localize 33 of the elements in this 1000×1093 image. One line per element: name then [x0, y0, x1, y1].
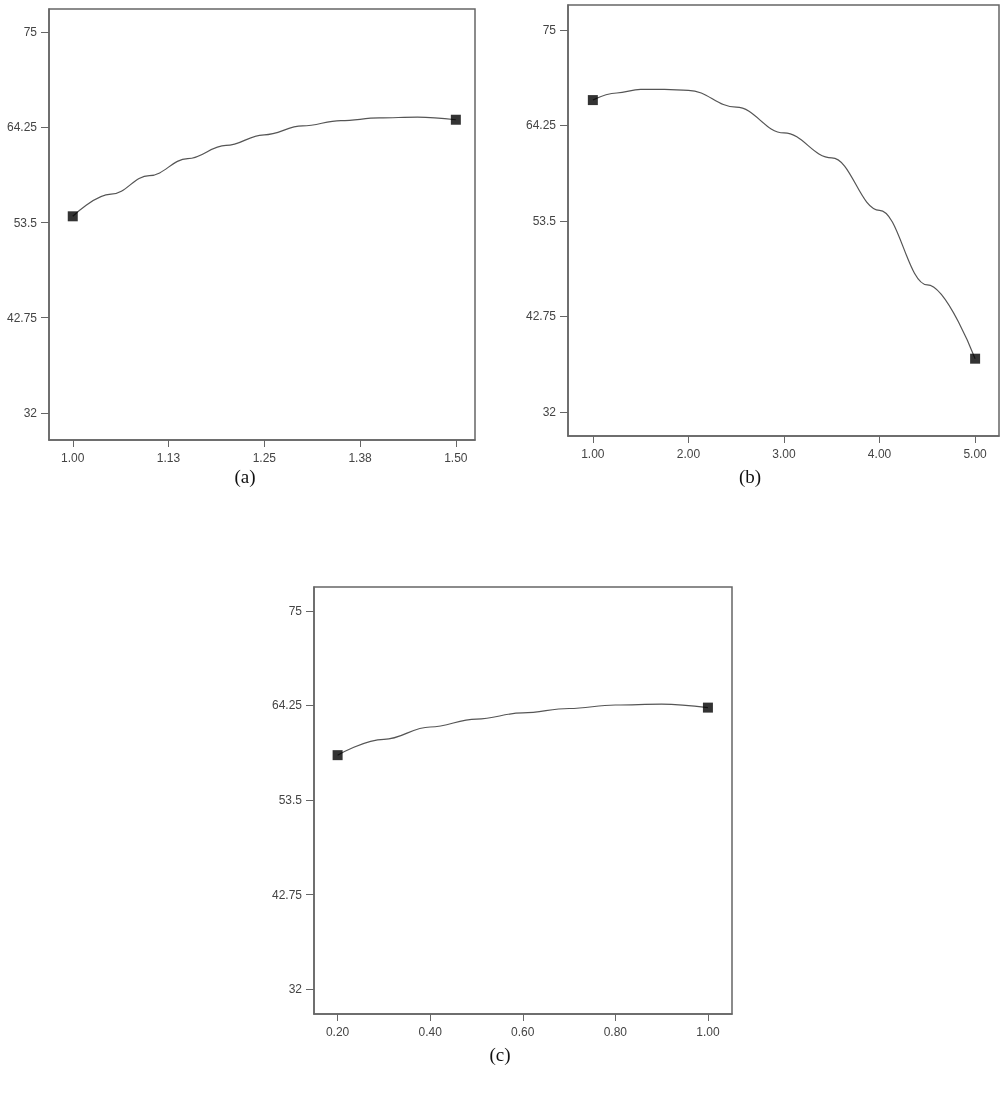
y-tick-label: 64.25 [525, 118, 557, 133]
x-tick-label: 1.25 [252, 451, 277, 465]
y-tick-label: 32 [542, 405, 557, 420]
y-tick-label: 75 [288, 603, 303, 618]
x-tick-label: 1.00 [581, 447, 605, 461]
x-tick-label: 0.60 [511, 1025, 535, 1039]
text: (c) [489, 1044, 511, 1066]
x-tick-label: 4.00 [867, 447, 892, 461]
x-tick-label: 1.50 [444, 451, 468, 465]
y-tick-label: 53.5 [13, 215, 38, 230]
x-tick-label: 1.00 [61, 451, 85, 465]
y-tick-label: 32 [23, 405, 38, 420]
x-tick-label: 1.00 [696, 1025, 720, 1039]
x-tick-label: 1.13 [156, 451, 181, 465]
x-tick-label: 5.00 [963, 447, 988, 461]
text: (b) [738, 466, 762, 488]
y-tick-label: 42.75 [6, 310, 38, 325]
x-tick-label: 0.20 [325, 1025, 350, 1039]
text: (a) [234, 466, 256, 488]
x-tick-label: 0.80 [603, 1025, 628, 1039]
y-tick-label: 64.25 [271, 698, 303, 713]
x-tick-label: 2.00 [676, 447, 701, 461]
y-tick-label: 75 [23, 25, 38, 40]
y-tick-label: 53.5 [278, 793, 303, 808]
y-tick-label: 42.75 [525, 309, 557, 324]
y-tick-label: 42.75 [271, 887, 303, 902]
y-tick-label: 53.5 [532, 213, 557, 228]
y-tick-label: 64.25 [6, 120, 38, 135]
y-tick-label: 75 [542, 22, 557, 37]
x-tick-label: 0.40 [418, 1025, 443, 1039]
y-tick-label: 32 [288, 982, 303, 997]
x-tick-label: 1.38 [348, 451, 373, 465]
x-tick-label: 3.00 [772, 447, 796, 461]
